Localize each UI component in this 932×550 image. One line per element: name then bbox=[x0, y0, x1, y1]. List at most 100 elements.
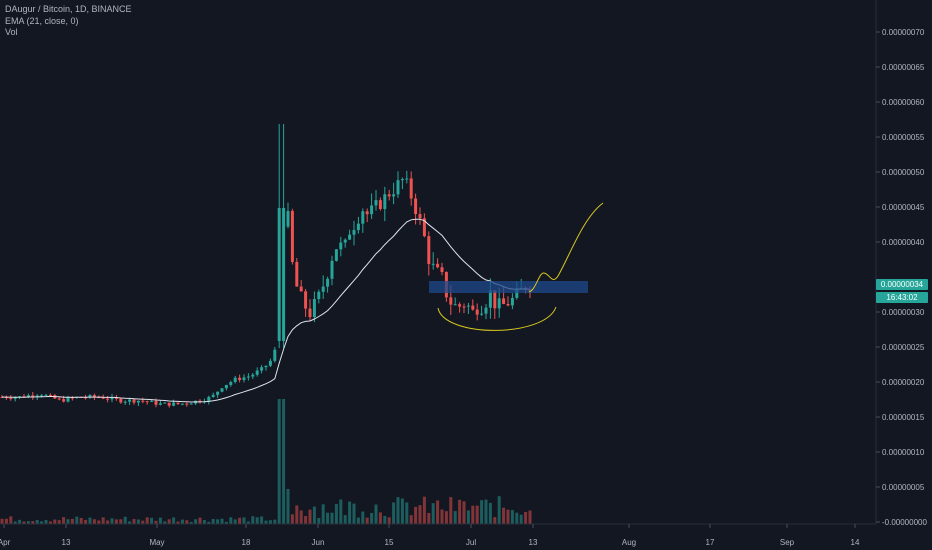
candle-body bbox=[299, 286, 303, 292]
candle-body bbox=[26, 395, 30, 398]
volume-bar bbox=[229, 517, 233, 524]
time-axis[interactable]: Apr 13 May 18 Jun 15 Jul 13 Aug 17 Sep 14 bbox=[0, 524, 860, 547]
volume-bar bbox=[317, 517, 321, 524]
volume-bar bbox=[44, 520, 48, 524]
volume-bar bbox=[70, 518, 74, 524]
volume-bar bbox=[466, 510, 470, 524]
candle-body bbox=[392, 194, 396, 197]
candle-body bbox=[92, 395, 96, 398]
price-tick-label: 0.00000015 bbox=[882, 413, 925, 422]
volume-bar bbox=[260, 516, 264, 524]
time-tick-label: Apr bbox=[0, 538, 11, 547]
volume-bar bbox=[101, 517, 105, 524]
volume-bar bbox=[348, 501, 352, 524]
volume-bar bbox=[370, 513, 374, 524]
time-tick-label: May bbox=[149, 538, 164, 547]
volume-bar bbox=[528, 510, 532, 524]
volume-bar bbox=[40, 521, 44, 524]
candle-body bbox=[277, 208, 281, 341]
volume-bar bbox=[18, 519, 22, 524]
candle-body bbox=[414, 198, 418, 215]
volume-bar bbox=[312, 506, 316, 524]
candle-body bbox=[207, 396, 211, 402]
candle-body bbox=[396, 180, 400, 195]
candle-body bbox=[488, 290, 492, 308]
volume-bar bbox=[383, 515, 387, 524]
price-tick-label: 0.00000040 bbox=[882, 238, 925, 247]
volume-bar bbox=[374, 504, 378, 524]
volume-bar bbox=[172, 517, 176, 524]
volume-bar bbox=[13, 521, 17, 524]
candle-body bbox=[189, 403, 193, 405]
volume-bar bbox=[308, 509, 312, 524]
volume-bar bbox=[123, 516, 127, 524]
volume-bar bbox=[361, 511, 365, 524]
candle-body bbox=[506, 303, 510, 306]
cup-curve-drawing[interactable] bbox=[437, 306, 557, 331]
candle-body bbox=[502, 298, 506, 304]
candle-body bbox=[387, 194, 391, 197]
candle-body bbox=[370, 205, 374, 215]
candle-body bbox=[273, 349, 277, 361]
price-axis[interactable]: 0.00000070 0.00000065 0.00000060 0.00000055… bbox=[876, 28, 927, 527]
candle-body bbox=[440, 267, 444, 273]
volume-bar bbox=[409, 515, 413, 524]
volume-bar bbox=[106, 520, 110, 524]
volume-bar bbox=[57, 520, 61, 524]
volume-bar bbox=[0, 518, 4, 524]
volume-bar bbox=[150, 517, 154, 524]
candle-body bbox=[9, 398, 13, 400]
volume-bar bbox=[471, 505, 475, 524]
volume-bar bbox=[66, 519, 70, 524]
candle-body bbox=[119, 398, 123, 403]
volume-bar bbox=[286, 489, 290, 524]
volume-bar bbox=[31, 521, 35, 524]
candle-body bbox=[40, 395, 44, 397]
volume-bar bbox=[189, 521, 193, 524]
volume-bar bbox=[224, 521, 228, 524]
candle-body bbox=[13, 397, 17, 399]
candle-body bbox=[510, 297, 514, 306]
volume-bar bbox=[88, 517, 92, 524]
volume-bar bbox=[53, 519, 57, 524]
last-price-label: 0.00000034 bbox=[876, 279, 928, 290]
candle-body bbox=[365, 211, 369, 215]
candle-body bbox=[158, 403, 162, 405]
volume-bar bbox=[242, 517, 246, 524]
ema-line bbox=[1, 218, 531, 403]
candle-body bbox=[70, 397, 74, 399]
candle-body bbox=[374, 200, 378, 206]
time-tick-label: Sep bbox=[780, 538, 795, 547]
volume-bar bbox=[163, 521, 167, 524]
candle-body bbox=[497, 298, 501, 309]
candle-body bbox=[378, 200, 382, 209]
candle-body bbox=[136, 400, 140, 403]
candle-body bbox=[128, 399, 132, 402]
candle-body bbox=[352, 230, 356, 235]
candle-body bbox=[185, 403, 189, 405]
projection-path-drawing[interactable] bbox=[528, 202, 604, 293]
candle-body bbox=[356, 223, 360, 231]
candle-body bbox=[57, 398, 61, 400]
volume-bar bbox=[136, 519, 140, 524]
candle-body bbox=[260, 367, 264, 371]
candle-body bbox=[255, 370, 259, 375]
price-tick-label: 0.00000025 bbox=[882, 343, 925, 352]
candle-body bbox=[462, 306, 466, 308]
volume-bar bbox=[62, 517, 66, 524]
candle-body bbox=[123, 401, 127, 403]
volume-bar bbox=[506, 509, 510, 524]
volume-bar bbox=[216, 519, 220, 524]
time-tick-label: 17 bbox=[706, 538, 715, 547]
volume-bar bbox=[515, 512, 519, 524]
candle-body bbox=[400, 179, 404, 181]
volume-indicator-label: Vol bbox=[5, 27, 18, 37]
volume-bar bbox=[141, 520, 145, 524]
candle-body bbox=[484, 307, 488, 314]
support-zone-rectangle[interactable] bbox=[429, 281, 588, 293]
volume-bar bbox=[198, 517, 202, 524]
volume-bar bbox=[154, 520, 158, 524]
time-tick-label: 14 bbox=[851, 538, 860, 547]
